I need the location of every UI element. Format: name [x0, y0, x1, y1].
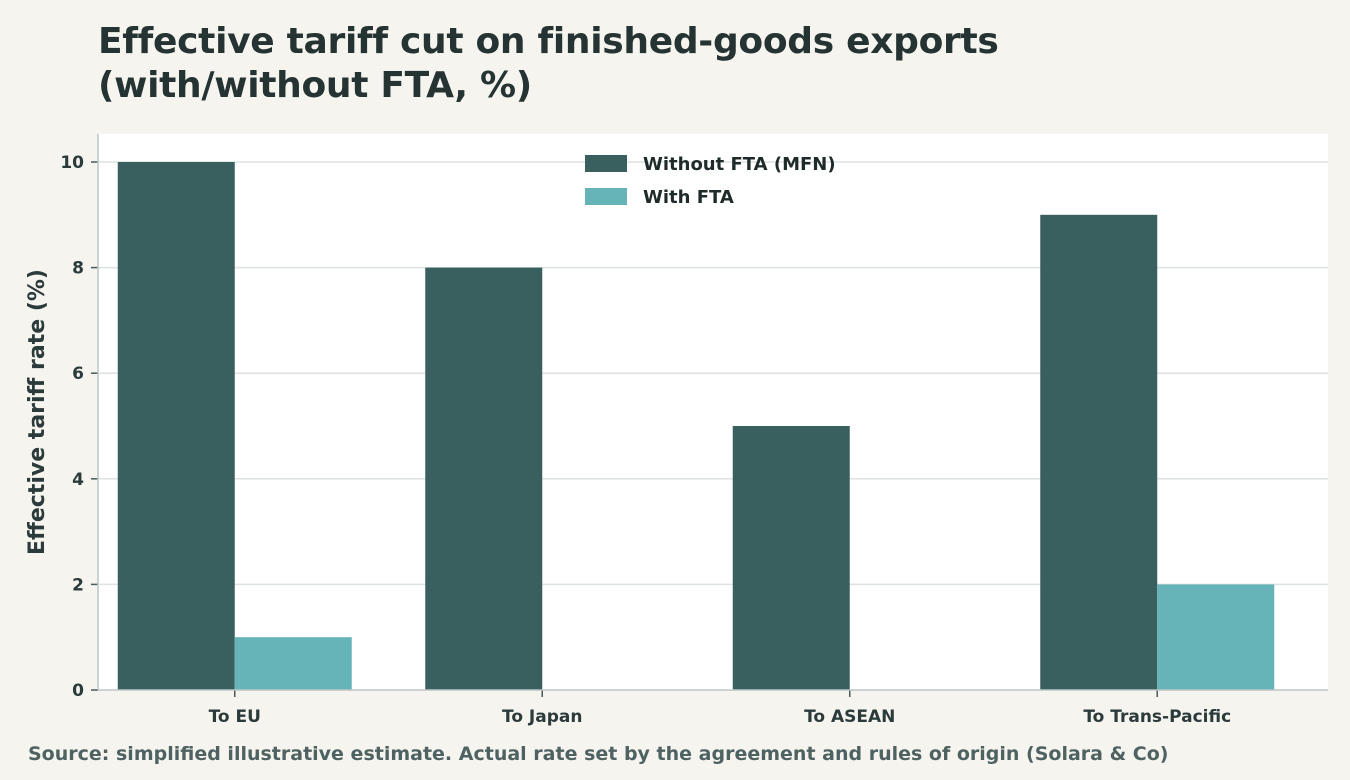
- bar-without-fta-2: [732, 426, 850, 690]
- x-tick-label-0: To EU: [209, 707, 261, 727]
- y-tick-label-8: 8: [72, 259, 84, 279]
- y-tick-label-10: 10: [60, 153, 84, 173]
- bar-without-fta-1: [425, 267, 543, 690]
- x-tick-label-3: To Trans-Pacific: [1083, 707, 1231, 727]
- x-tick-label-1: To Japan: [502, 707, 582, 727]
- legend-swatch-1: [585, 188, 627, 205]
- y-tick-label-2: 2: [72, 575, 84, 595]
- y-tick-label-6: 6: [72, 364, 84, 384]
- bars: [117, 162, 1275, 691]
- axes: 0 2 4 6 8 10 To EU To Japan To ASEAN To Trans-Pac…: [60, 134, 1328, 727]
- bar-with-fta-0: [234, 637, 352, 690]
- legend-swatch-0: [585, 155, 627, 172]
- chart-title: Effective tariff cut on finished-goods e…: [98, 21, 999, 106]
- bar-without-fta-3: [1040, 214, 1158, 691]
- y-tick-label-0: 0: [72, 681, 84, 701]
- bar-with-fta-3: [1157, 584, 1275, 690]
- legend-label-1: With FTA: [643, 187, 734, 208]
- y-axis-label: Effective tariff rate (%): [25, 269, 50, 555]
- source-note: Source: simplified illustrative estimate…: [28, 743, 1169, 765]
- legend[interactable]: Without FTA (MFN) With FTA: [585, 154, 836, 208]
- legend-label-0: Without FTA (MFN): [643, 154, 836, 175]
- y-tick-label-4: 4: [72, 470, 84, 490]
- x-tick-label-2: To ASEAN: [804, 707, 895, 727]
- bar-without-fta-0: [117, 162, 235, 690]
